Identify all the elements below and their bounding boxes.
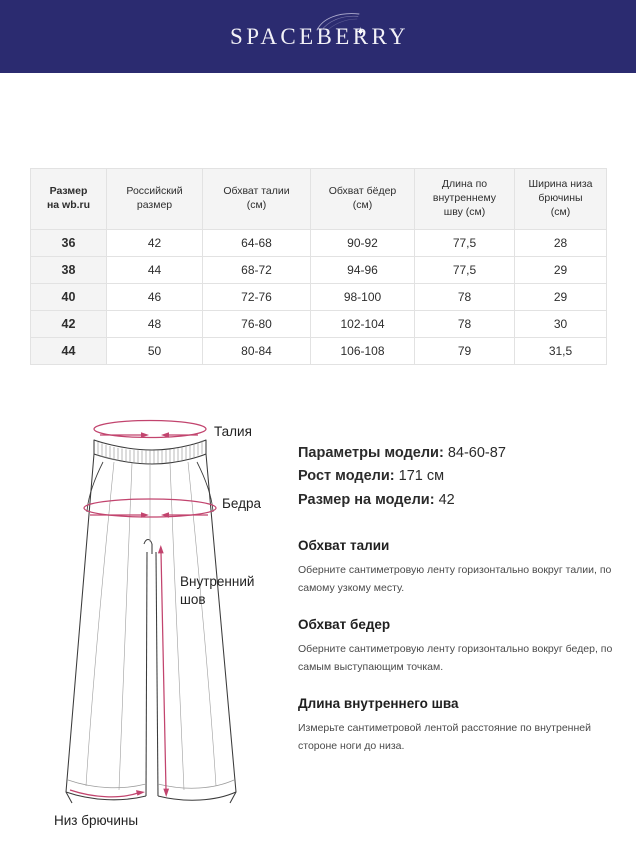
cell-hem-width: 29 bbox=[514, 282, 607, 311]
brand-wordmark: SPACEBERRY bbox=[230, 24, 409, 49]
cell-wb-size: 42 bbox=[30, 309, 107, 338]
diagram-label-inseam-line2: шов bbox=[180, 592, 206, 607]
table-row: 44 50 80-84 106-108 79 31,5 bbox=[30, 336, 607, 365]
cell-wb-size: 38 bbox=[30, 255, 107, 284]
cell-waist: 68-72 bbox=[202, 255, 311, 284]
model-size-value: 42 bbox=[438, 491, 455, 508]
pocket-seams-icon bbox=[86, 461, 214, 513]
measure-title-hips: Обхват бедер bbox=[298, 617, 391, 633]
cell-ru-size: 46 bbox=[106, 282, 203, 311]
measure-desc-hips: Оберните сантиметровую ленту горизонталь… bbox=[298, 643, 613, 674]
model-facts: Параметры модели: 84-60-87 Рост модели: … bbox=[298, 442, 616, 512]
measure-title-waist: Обхват талии bbox=[298, 538, 390, 554]
table-row: 36 42 64-68 90-92 77,5 28 bbox=[30, 228, 607, 257]
measure-desc-inseam: Измерьте сантиметровой лентой расстояние… bbox=[298, 722, 591, 753]
column-header-ru-size: Российский размер bbox=[106, 168, 203, 230]
waistband-ribbing-icon bbox=[97, 440, 203, 464]
model-height-label: Рост модели: bbox=[298, 468, 395, 485]
cell-hips: 98-100 bbox=[310, 282, 415, 311]
cell-inseam: 78 bbox=[414, 282, 515, 311]
waist-measure-annotation bbox=[93, 419, 207, 439]
hips-measure-annotation bbox=[83, 498, 217, 518]
column-header-wb-size: Размер на wb.ru bbox=[30, 168, 107, 230]
cell-hem-width: 31,5 bbox=[514, 336, 607, 365]
info-panel: Параметры модели: 84-60-87 Рост модели: … bbox=[298, 442, 616, 755]
diagram-label-hips: Бедра bbox=[222, 496, 261, 511]
table-row: 40 46 72-76 98-100 78 29 bbox=[30, 282, 607, 311]
brand-header: SPACEBERRY bbox=[0, 0, 636, 73]
measure-block-hips: Обхват бедер Оберните сантиметровую лент… bbox=[298, 617, 616, 676]
drape-lines bbox=[85, 461, 217, 791]
cell-wb-size: 44 bbox=[30, 336, 107, 365]
cell-waist: 72-76 bbox=[202, 282, 311, 311]
table-row: 42 48 76-80 102-104 78 30 bbox=[30, 309, 607, 338]
cell-hem-width: 30 bbox=[514, 309, 607, 338]
diagram-label-waist: Талия bbox=[214, 424, 252, 439]
table-row: 38 44 68-72 94-96 77,5 29 bbox=[30, 255, 607, 284]
measure-block-waist: Обхват талии Оберните сантиметровую лент… bbox=[298, 538, 616, 597]
cell-hem-width: 29 bbox=[514, 255, 607, 284]
cell-hips: 94-96 bbox=[310, 255, 415, 284]
cell-inseam: 79 bbox=[414, 336, 515, 365]
model-params-row: Параметры модели: 84-60-87 bbox=[298, 442, 616, 465]
cell-waist: 80-84 bbox=[202, 336, 311, 365]
hem-measure-annotation bbox=[69, 789, 145, 798]
size-table-container: Размер на wb.ru Российский размер Обхват т… bbox=[30, 168, 607, 365]
model-params-label: Параметры модели: bbox=[298, 445, 444, 461]
model-size-row: Размер на модели: 42 bbox=[298, 489, 616, 512]
hem-fold-right bbox=[157, 779, 235, 789]
cell-waist: 64-68 bbox=[202, 228, 311, 257]
inseam-measure-annotation bbox=[157, 545, 170, 797]
column-header-hem-width: Ширина низа брючины (см) bbox=[514, 168, 607, 230]
column-header-inseam: Длина по внутреннему шву (см) bbox=[414, 168, 515, 230]
cell-hips: 106-108 bbox=[310, 336, 415, 365]
cell-inseam: 77,5 bbox=[414, 228, 515, 257]
diagram-label-inseam-line1: Внутренний bbox=[180, 574, 254, 589]
trousers-diagram: Талия Бедра Внутренний шов bbox=[46, 392, 294, 840]
column-header-waist: Обхват талии (см) bbox=[202, 168, 311, 230]
cell-waist: 76-80 bbox=[202, 309, 311, 338]
cell-hips: 102-104 bbox=[310, 309, 415, 338]
cell-inseam: 77,5 bbox=[414, 255, 515, 284]
cell-ru-size: 42 bbox=[106, 228, 203, 257]
size-table: Размер на wb.ru Российский размер Обхват т… bbox=[30, 168, 607, 365]
measure-desc-waist: Оберните сантиметровую ленту горизонталь… bbox=[298, 564, 612, 595]
cell-wb-size: 40 bbox=[30, 282, 107, 311]
column-header-hips: Обхват бёдер (см) bbox=[310, 168, 415, 230]
trousers-outline-icon bbox=[65, 439, 237, 804]
model-height-value: 171 см bbox=[398, 468, 445, 485]
cell-ru-size: 44 bbox=[106, 255, 203, 284]
cell-hem-width: 28 bbox=[514, 228, 607, 257]
size-table-head: Размер на wb.ru Российский размер Обхват т… bbox=[30, 168, 607, 230]
brand-lockup: SPACEBERRY bbox=[227, 12, 409, 57]
cell-inseam: 78 bbox=[414, 309, 515, 338]
hem-fold-left bbox=[67, 779, 147, 789]
model-params-value: 84-60-87 bbox=[447, 445, 506, 461]
size-table-header-row: Размер на wb.ru Российский размер Обхват т… bbox=[30, 168, 607, 230]
cell-ru-size: 48 bbox=[106, 309, 203, 338]
cell-ru-size: 50 bbox=[106, 336, 203, 365]
size-table-body: 36 42 64-68 90-92 77,5 28 38 44 68-72 94… bbox=[30, 228, 607, 365]
cell-hips: 90-92 bbox=[310, 228, 415, 257]
cell-wb-size: 36 bbox=[30, 228, 107, 257]
diagram-label-hem: Низ брючины bbox=[54, 813, 138, 828]
measure-block-inseam: Длина внутреннего шва Измерьте сантиметр… bbox=[298, 696, 616, 755]
measure-title-inseam: Длина внутреннего шва bbox=[298, 696, 459, 712]
model-height-row: Рост модели: 171 см bbox=[298, 465, 616, 488]
model-size-label: Размер на модели: bbox=[298, 491, 435, 508]
